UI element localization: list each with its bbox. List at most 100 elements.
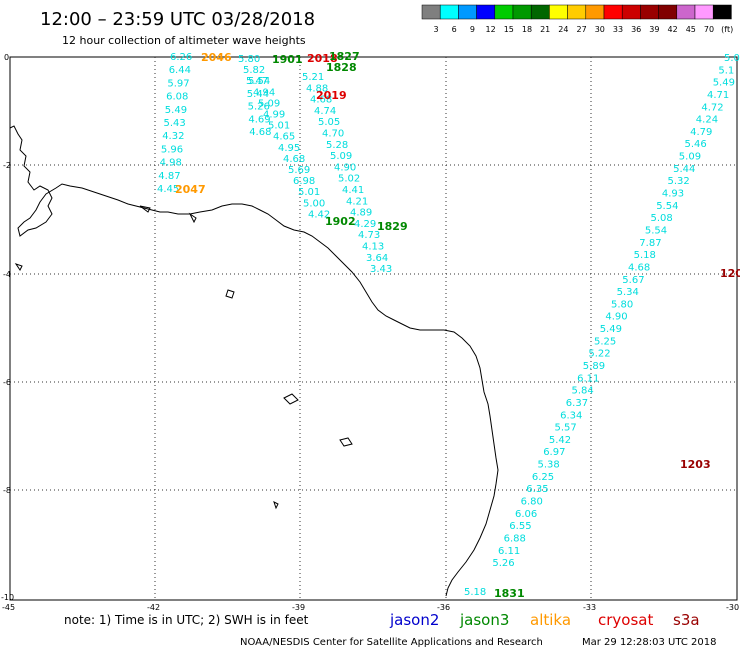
scale-label: 24 (558, 25, 568, 34)
scale-label: 15 (504, 25, 514, 34)
wave-height-value: 6.35 (526, 484, 548, 495)
pass-label: 2018 (307, 52, 338, 65)
wave-height-value: 4.13 (362, 242, 384, 253)
scale-label: 70 (704, 25, 714, 34)
scale-label: 45 (686, 25, 696, 34)
scale-swatch (694, 4, 714, 20)
pass-label: 1901 (272, 53, 303, 66)
y-tick-label: 0 (4, 53, 9, 62)
island (225, 289, 235, 299)
color-scale: 3 6 9 12 15 18 21 24 27 30 33 36 39 42 45 70 (ft) (421, 4, 733, 34)
wave-height-value: 5.49 (713, 78, 735, 89)
pass-label: 1831 (494, 587, 525, 600)
wave-height-value: 5.82 (243, 65, 265, 76)
island (139, 205, 151, 213)
map-title: 12:00 – 23:59 UTC 03/28/2018 (40, 9, 315, 30)
wave-height-value: 4.95 (278, 143, 300, 154)
wave-height-value: 4.93 (662, 189, 684, 200)
scale-swatch (421, 4, 441, 20)
wave-height-value: 4.68 (310, 95, 332, 106)
wave-height-value: 6.26 (170, 52, 192, 63)
wave-height-value: 6.98 (293, 176, 315, 187)
scale-swatch (658, 4, 678, 20)
island (283, 393, 299, 405)
wave-height-value: 5.05 (318, 117, 340, 128)
wave-height-value: 3.64 (366, 253, 388, 264)
wave-height-value: 5.97 (167, 78, 189, 89)
wave-height-value: 4.87 (158, 171, 180, 182)
graticule (10, 57, 737, 600)
wave-height-value: 5.54 (248, 76, 270, 87)
scale-label: 6 (452, 25, 457, 34)
wave-height-value: 6.34 (560, 410, 582, 421)
wave-height-value: 4.79 (690, 127, 712, 138)
wave-height-value: 5.22 (588, 349, 610, 360)
wave-height-value: 4.32 (162, 131, 184, 142)
wave-height-value: 4.68 (249, 127, 271, 138)
x-tick-label: -39 (292, 603, 305, 612)
pass-label: 2046 (201, 51, 232, 64)
scale-swatch (512, 4, 532, 20)
wave-height-value: 5.09 (258, 98, 280, 109)
wave-height-value: 4.41 (342, 185, 364, 196)
scale-swatch (712, 4, 732, 20)
wave-height-value: 5.44 (247, 89, 269, 100)
satellite-legend-cryosat: cryosat (598, 611, 653, 629)
scale-swatch (603, 4, 623, 20)
scale-swatch (621, 4, 641, 20)
footer-note: note: 1) Time is in UTC; 2) SWH is in fe… (64, 613, 309, 627)
pass-label: 1203 (680, 458, 711, 471)
satellite-legend-altika: altika (530, 611, 571, 629)
y-tick-label: -4 (3, 270, 11, 279)
wave-height-value: 4.90 (605, 312, 627, 323)
wave-height-value: 5.08 (651, 213, 673, 224)
coastline (9, 125, 499, 597)
island (14, 263, 23, 271)
wave-height-value: 5.02 (338, 174, 360, 185)
wave-height-value: 6.06 (515, 509, 537, 520)
wave-height-value: 4.65 (273, 132, 295, 143)
wave-height-value: 5.0 (724, 53, 740, 64)
x-tick-label: -45 (2, 603, 15, 612)
scale-swatch (476, 4, 496, 20)
axis-ticks: -45 -42 -39 -36 -33 -30 0 -2 -4 -6 -8 -1… (1, 53, 739, 612)
wave-height-value: 4.24 (696, 115, 718, 126)
scale-label: 3 (433, 25, 438, 34)
pass-label: 1829 (377, 220, 408, 233)
island (188, 212, 197, 224)
wave-height-value: 5.80 (238, 54, 260, 65)
scale-swatch (439, 4, 459, 20)
pass-label: 1828 (326, 61, 357, 74)
wave-height-value: 4.71 (707, 90, 729, 101)
wave-height-value: 5.46 (685, 139, 707, 150)
satellite-legend-s3a: s3a (673, 611, 700, 629)
map-subtitle: 12 hour collection of altimeter wave hei… (62, 34, 306, 47)
y-tick-label: -10 (1, 593, 14, 602)
wave-height-value: 5.01 (268, 121, 290, 132)
wave-height-value: 5.80 (611, 299, 633, 310)
scale-swatch (567, 4, 587, 20)
wave-height-value: 5.01 (298, 187, 320, 198)
footer-credit: NOAA/NESDIS Center for Satellite Applica… (240, 637, 543, 648)
scale-swatch (640, 4, 659, 20)
wave-height-value: 5.67 (622, 275, 644, 286)
scale-label: 36 (631, 25, 641, 34)
x-tick-label: -36 (437, 603, 450, 612)
wave-height-value: 4.29 (354, 219, 376, 230)
scale-label: 27 (577, 25, 587, 34)
wave-height-value: 5.38 (538, 460, 560, 471)
scale-swatch (676, 4, 696, 20)
wave-height-value: 5.54 (645, 226, 667, 237)
wave-height-value: 5.09 (330, 151, 352, 162)
scale-swatch (458, 4, 477, 20)
satellite-legend-jason3: jason3 (459, 611, 509, 629)
scale-label: 39 (649, 25, 659, 34)
scale-label: 21 (540, 25, 550, 34)
wave-height-value: 5.00 (303, 198, 325, 209)
wave-height-value: 4.98 (160, 158, 182, 169)
wave-height-value: 7.87 (639, 238, 661, 249)
wave-height-value: 6.55 (509, 521, 531, 532)
y-tick-label: -8 (3, 486, 11, 495)
scale-swatch (530, 4, 550, 20)
